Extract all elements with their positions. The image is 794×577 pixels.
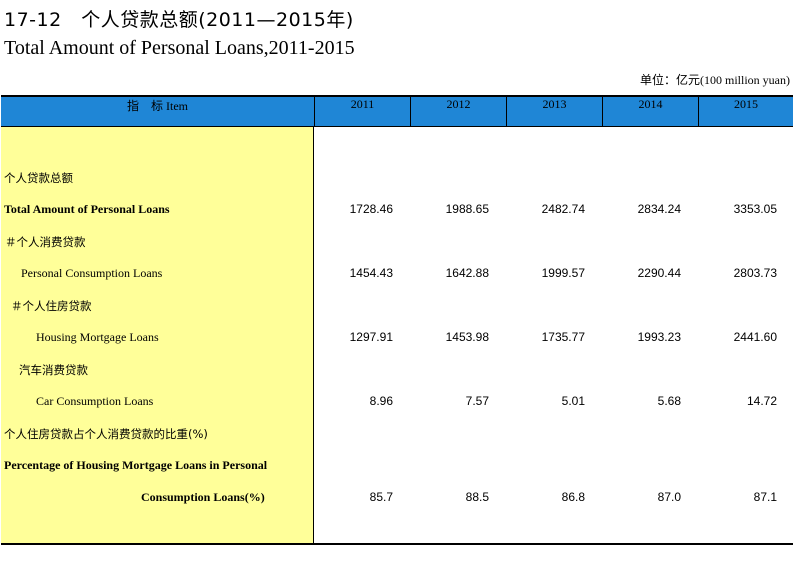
row-label: Car Consumption Loans	[36, 394, 154, 408]
cell-value-2015: 2441.60	[733, 330, 777, 344]
cell-value-2014: 2834.24	[637, 202, 681, 216]
cell-value-2015: 3353.05	[733, 202, 777, 216]
cell-value-2014: 1993.23	[637, 330, 681, 344]
cell-value-2013: 86.8	[561, 490, 585, 504]
cell-value-2011: 8.96	[369, 394, 393, 408]
cell-value-2011: 85.7	[369, 490, 393, 504]
header-item: 指 标 Item	[127, 99, 188, 113]
cell-value-2015: 87.1	[753, 490, 777, 504]
row-label: ＃个人住房贷款	[11, 299, 92, 313]
table-title-chinese: 17-12 个人贷款总额(2011—2015年)	[4, 9, 354, 31]
cell-value-2015: 2803.73	[733, 266, 777, 280]
row-label: Total Amount of Personal Loans	[4, 202, 170, 216]
cell-value-2015: 14.72	[746, 394, 777, 408]
row-label: 个人住房贷款占个人消费贷款的比重(%)	[4, 427, 208, 441]
table-header-row: 指 标 Item 2011 2012 2013 2014 2015	[1, 95, 793, 127]
row-label: Percentage of Housing Mortgage Loans in …	[4, 458, 268, 472]
cell-value-2013: 5.01	[561, 394, 585, 408]
cell-value-2014: 2290.44	[637, 266, 681, 280]
cell-value-2013: 1999.57	[541, 266, 585, 280]
header-year-2015: 2015	[698, 97, 793, 127]
cell-value-2011: 1728.46	[349, 202, 393, 216]
cell-value-2012: 1988.65	[445, 202, 489, 216]
row-label: Housing Mortgage Loans	[36, 330, 159, 344]
cell-value-2013: 2482.74	[541, 202, 585, 216]
unit-note: 单位：亿元(100 million yuan)	[640, 73, 790, 87]
cell-value-2011: 1454.43	[349, 266, 393, 280]
loans-table: 指 标 Item 2011 2012 2013 2014 2015 个人贷款总额…	[1, 95, 793, 545]
header-year-2011: 2011	[314, 97, 410, 127]
cell-value-2014: 87.0	[657, 490, 681, 504]
header-year-2014: 2014	[602, 97, 698, 127]
row-label-column	[1, 127, 314, 543]
table-title-english: Total Amount of Personal Loans,2011-2015	[4, 37, 355, 59]
row-label: Personal Consumption Loans	[21, 266, 163, 280]
cell-value-2012: 1642.88	[445, 266, 489, 280]
row-label: 汽车消费贷款	[19, 363, 88, 377]
header-year-2012: 2012	[410, 97, 506, 127]
cell-value-2013: 1735.77	[541, 330, 585, 344]
header-year-2013: 2013	[506, 97, 602, 127]
cell-value-2012: 88.5	[465, 490, 489, 504]
row-label: Consumption Loans(%)	[141, 490, 265, 504]
cell-value-2011: 1297.91	[349, 330, 393, 344]
row-label: 个人贷款总额	[4, 171, 73, 185]
row-label: ＃个人消费贷款	[5, 235, 86, 249]
cell-value-2014: 5.68	[657, 394, 681, 408]
cell-value-2012: 1453.98	[445, 330, 489, 344]
cell-value-2012: 7.57	[465, 394, 489, 408]
table-bottom-rule	[1, 543, 793, 545]
